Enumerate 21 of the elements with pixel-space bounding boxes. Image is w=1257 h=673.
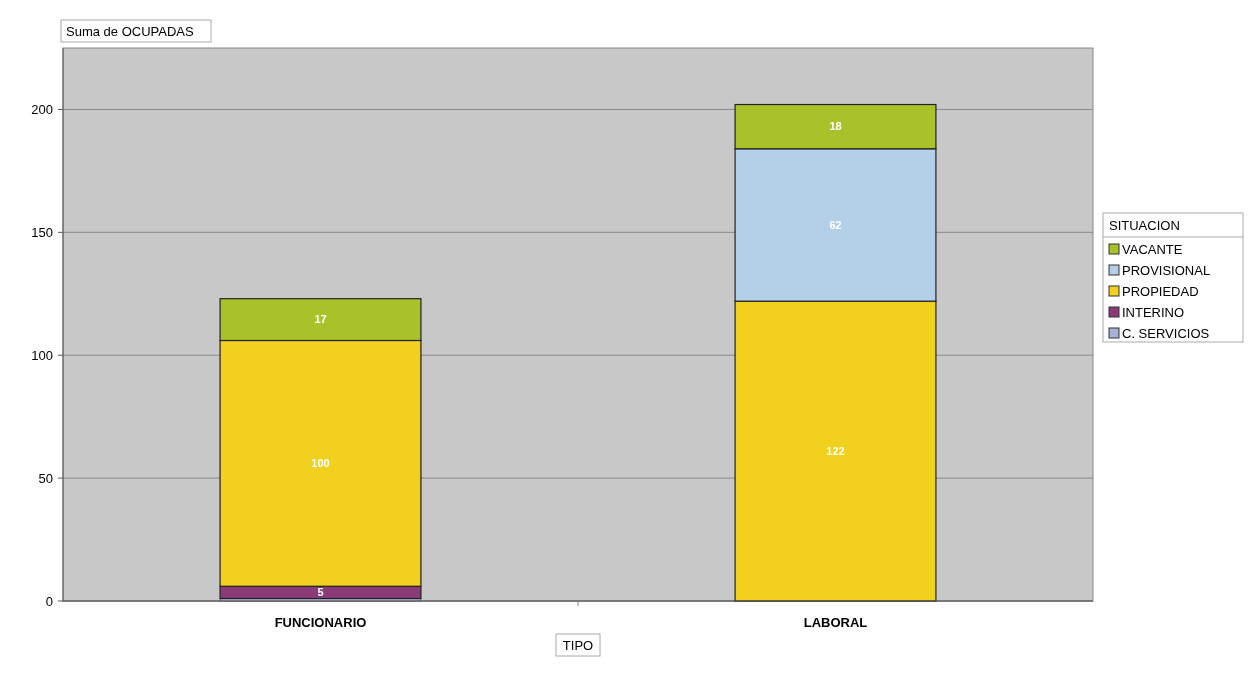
y-tick-label: 150 <box>31 224 53 240</box>
data-label: 122 <box>826 444 845 457</box>
x-tick-label: LABORAL <box>803 615 868 630</box>
data-label: 100 <box>311 457 330 470</box>
y-tick-label: 50 <box>38 470 53 486</box>
data-label: 17 <box>314 313 327 326</box>
legend-label: PROVISIONAL <box>1122 263 1211 278</box>
legend-label: PROPIEDAD <box>1122 284 1199 299</box>
legend-label: C. SERVICIOS <box>1122 326 1210 341</box>
x-axis-title: TIPO <box>562 638 594 653</box>
data-label: 5 <box>317 586 324 599</box>
y-tick-label: 200 <box>31 101 53 117</box>
legend-title: SITUACION <box>1109 218 1180 233</box>
data-label: 18 <box>829 120 842 133</box>
legend-label: VACANTE <box>1122 242 1183 257</box>
x-tick-label: FUNCIONARIO <box>274 615 367 630</box>
data-label: 62 <box>829 218 842 231</box>
legend-label: INTERINO <box>1122 305 1185 320</box>
y-tick-label: 100 <box>31 347 53 363</box>
chart-title: Suma de OCUPADAS <box>66 24 194 39</box>
y-tick-label: 0 <box>45 593 53 609</box>
